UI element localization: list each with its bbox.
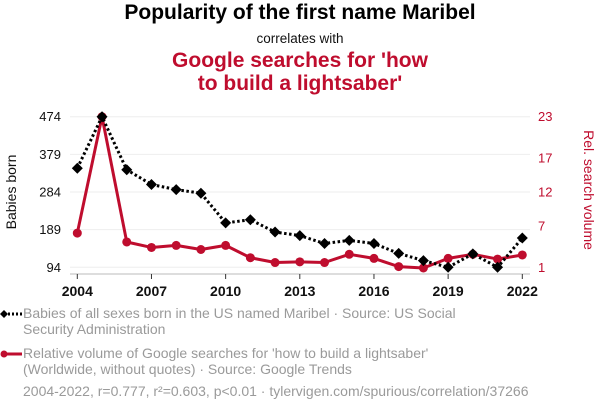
- x-tick-label: 2022: [507, 283, 538, 299]
- data-point-searches: [443, 253, 453, 263]
- footer-stats: 2004-2022, r=0.777, r²=0.603, p<0.01 · t…: [23, 383, 529, 399]
- y-left-tick-label: 474: [39, 109, 61, 124]
- y-right-tick-label: 23: [538, 109, 552, 124]
- data-point-searches: [72, 228, 82, 238]
- data-point-searches: [369, 253, 379, 263]
- legend-text-babies: Babies of all sexes born in the US named…: [23, 305, 463, 337]
- dotted-diamond-line-icon: [0, 310, 22, 318]
- legend-searches-line1: Relative volume of Google searches for '…: [23, 345, 429, 361]
- y-axis-right-ticks: 23 17 12 7 1: [538, 109, 552, 275]
- data-point-searches: [245, 253, 255, 263]
- data-point-searches: [517, 250, 527, 260]
- y-left-tick-label: 189: [39, 222, 61, 237]
- y-left-tick-label: 379: [39, 147, 61, 162]
- data-point-searches: [122, 237, 132, 247]
- data-point-babies: [516, 232, 528, 244]
- chart-plot: 474 379 284 189 94 23 17 12 7 1 2004 2007 2010 2013…: [3, 109, 597, 299]
- legend-text-searches: Relative volume of Google searches for '…: [23, 345, 463, 377]
- data-point-searches: [493, 254, 503, 264]
- data-point-babies: [467, 248, 479, 260]
- y-right-tick-label: 17: [538, 150, 552, 165]
- data-point-babies: [319, 238, 331, 250]
- x-tick-label: 2016: [358, 283, 389, 299]
- legend-babies-line1: Babies of all sexes born in the US named…: [23, 305, 456, 321]
- data-point-babies: [145, 178, 157, 190]
- data-point-searches: [270, 258, 280, 268]
- y-left-tick-label: 94: [47, 260, 61, 275]
- y-axis-left-ticks: 474 379 284 189 94: [39, 109, 61, 275]
- data-point-babies: [368, 238, 380, 250]
- data-point-searches: [394, 262, 404, 272]
- data-point-searches: [171, 240, 181, 250]
- data-point-babies: [294, 230, 306, 242]
- data-point-searches: [418, 263, 428, 273]
- y-right-tick-label: 7: [538, 219, 545, 234]
- legend-searches-line2: (Worldwide, without quotes) · Source: Go…: [23, 361, 352, 377]
- y-right-tick-label: 12: [538, 185, 552, 200]
- chart-title-secondary-line2: to build a lightsaber': [197, 72, 403, 95]
- data-point-babies: [170, 184, 182, 196]
- data-point-searches: [320, 258, 330, 268]
- data-point-babies: [244, 214, 256, 226]
- chart-title-secondary: Google searches for 'how to build a ligh…: [0, 49, 600, 95]
- data-point-searches: [344, 249, 354, 259]
- data-point-babies: [121, 164, 133, 176]
- data-point-searches: [196, 245, 206, 255]
- data-point-babies: [492, 261, 504, 273]
- x-axis-ticks: 2004 2007 2010 2013 2016 2019 2022: [62, 274, 538, 299]
- x-tick-label: 2010: [210, 283, 241, 299]
- data-point-babies: [417, 255, 429, 267]
- y-right-tick-label: 1: [538, 260, 545, 275]
- x-tick-label: 2004: [62, 283, 93, 299]
- x-tick-label: 2013: [284, 283, 315, 299]
- data-point-searches: [146, 242, 156, 252]
- chart-title: Popularity of the first name Maribel: [124, 1, 476, 24]
- data-point-babies: [96, 111, 108, 123]
- data-point-babies: [442, 261, 454, 273]
- x-tick-label: 2019: [433, 283, 464, 299]
- chart-title-secondary-line1: Google searches for 'how: [172, 49, 428, 72]
- series-babies-born: [71, 111, 528, 273]
- data-point-searches: [295, 257, 305, 267]
- y-axis-right-title: Rel. search volume: [581, 130, 597, 250]
- solid-circle-line-icon: [0, 350, 22, 358]
- y-left-tick-label: 284: [39, 185, 61, 200]
- data-point-babies: [195, 187, 207, 199]
- data-point-babies: [269, 226, 281, 238]
- data-point-searches: [221, 240, 231, 250]
- data-point-babies: [220, 217, 232, 229]
- data-point-babies: [71, 162, 83, 174]
- legend-babies-line2: Security Administration: [23, 321, 166, 337]
- data-point-babies: [393, 247, 405, 259]
- chart-subtitle: correlates with: [256, 31, 344, 46]
- y-axis-left-title: Babies born: [3, 155, 19, 230]
- x-tick-label: 2007: [136, 283, 167, 299]
- data-point-babies: [343, 234, 355, 246]
